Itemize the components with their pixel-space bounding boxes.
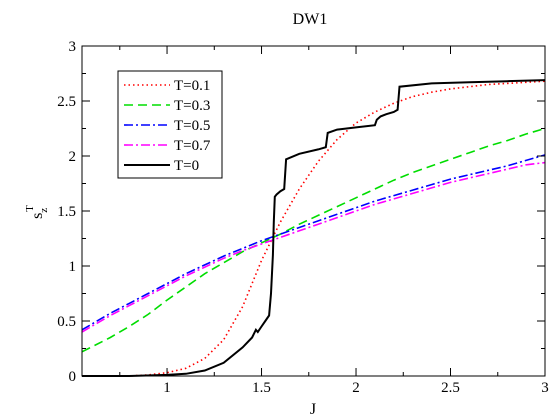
y-tick-label: 2 xyxy=(69,149,77,165)
plot-lines xyxy=(81,79,546,377)
x-tick-label: 3 xyxy=(541,380,549,396)
legend-label: T=0.1 xyxy=(174,78,210,94)
legend-label: T=0 xyxy=(174,158,199,174)
y-tick-label: 0 xyxy=(69,369,77,385)
y-tick-label: 3 xyxy=(69,39,77,55)
legend-label: T=0.3 xyxy=(174,98,210,114)
y-axis-label-sub: z xyxy=(38,208,50,213)
y-tick-label: 2.5 xyxy=(57,94,76,110)
chart-title: DW1 xyxy=(293,11,328,28)
y-axis-label-main: s xyxy=(29,213,46,219)
x-tick-label: 1.5 xyxy=(252,380,271,396)
x-axis: 1 1.5 2 2.5 3 xyxy=(119,46,549,396)
legend: T=0.1 T=0.3 T=0.5 T=0.7 T=0 xyxy=(117,70,223,179)
x-tick-label: 1 xyxy=(163,380,171,396)
series-line-3 xyxy=(81,154,546,331)
series-line-2 xyxy=(81,127,546,353)
y-tick-label: 1 xyxy=(69,259,77,275)
legend-label: T=0.7 xyxy=(174,138,211,154)
legend-box xyxy=(117,70,223,179)
series-line-5 xyxy=(82,79,546,377)
y-tick-label: 0.5 xyxy=(57,314,76,330)
y-axis: 0 0.5 1 1.5 2 2.5 3 xyxy=(57,39,545,385)
x-tick-label: 2.5 xyxy=(441,380,460,396)
series-line-4 xyxy=(81,161,546,333)
y-axis-label-sup: T xyxy=(24,205,36,212)
legend-label: T=0.5 xyxy=(174,118,210,134)
y-tick-label: 1.5 xyxy=(57,204,76,220)
x-tick-label: 2 xyxy=(352,380,360,396)
svg-text:szT: szT xyxy=(24,205,50,219)
x-axis-label: J xyxy=(310,401,316,418)
y-axis-label: szT xyxy=(24,205,50,219)
